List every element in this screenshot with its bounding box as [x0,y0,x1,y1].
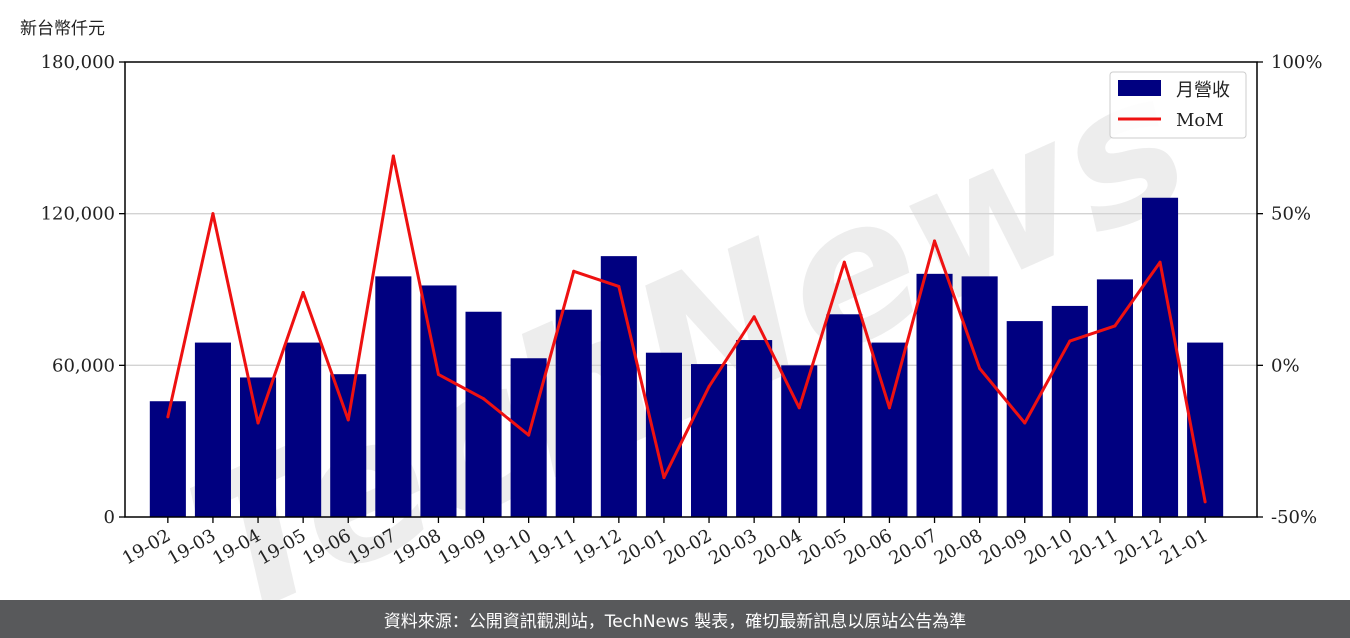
x-tick-label: 20-09 [976,525,1031,569]
bar-19-11 [555,309,592,517]
bar-20-03 [736,340,773,517]
y-right-tick-label: 100% [1271,52,1322,73]
x-tick-label: 20-03 [705,525,760,569]
x-tick-label: 19-02 [119,525,174,569]
bar-20-12 [1141,197,1179,517]
bar-19-08 [420,285,457,517]
mom-point-20-08 [978,366,982,370]
x-tick-label: 20-05 [795,525,850,569]
y-right-tick-label: 0% [1271,355,1300,376]
x-tick-label: 21-01 [1156,525,1211,569]
mom-point-20-02 [707,385,711,389]
legend-bar-swatch [1118,80,1161,96]
mom-point-19-06 [346,418,350,422]
bar-20-05 [826,314,863,517]
mom-point-20-01 [662,476,666,480]
legend: 月營收 MoM [1109,71,1247,139]
mom-point-20-03 [752,315,756,319]
bar-19-05 [285,342,322,517]
source-footer: 資料來源：公開資訊觀測站，TechNews 製表，確切最新訊息以原站公告為準 [0,600,1350,638]
bar-21-01 [1187,342,1224,517]
bar-series [149,197,1224,517]
x-tick-label: 20-07 [886,525,941,569]
bar-20-01 [645,352,682,517]
mom-line [166,154,1207,503]
mom-point-20-09 [1023,421,1027,425]
x-tick-label: 20-01 [615,525,670,569]
x-tick-label: 20-04 [750,525,805,569]
bar-19-12 [600,256,637,517]
bar-20-04 [781,365,818,517]
x-tick-label: 20-11 [1066,525,1121,569]
mom-point-21-01 [1203,500,1207,504]
x-tick-label: 20-12 [1111,525,1166,569]
bar-19-03 [194,342,231,517]
mom-point-19-11 [572,269,576,273]
mom-point-20-11 [1113,324,1117,328]
mom-point-19-05 [301,291,305,295]
x-tick-label: 20-10 [1021,525,1076,569]
y-right-tick-label: 50% [1271,204,1311,225]
mom-point-19-12 [617,284,621,288]
bar-19-02 [149,401,186,517]
mom-point-19-03 [211,212,215,216]
mom-point-20-07 [933,239,937,243]
mom-point-19-09 [482,397,486,401]
x-tick-label: 20-02 [660,525,715,569]
y-left-tick-label: 0 [104,507,115,528]
x-tick-label: 20-06 [840,525,895,569]
x-tick-label: 19-12 [570,525,625,569]
revenue-chart: TechNews 新台幣仟元 060,000120,000180,000-50%… [20,19,1322,600]
mom-line-series [166,154,1207,504]
y-left-tick-label: 120,000 [41,204,115,225]
bar-20-08 [961,276,998,517]
bar-19-09 [465,311,502,517]
mom-point-20-06 [887,406,891,410]
bar-19-06 [330,374,367,517]
bar-19-07 [375,276,412,517]
mom-point-19-07 [391,154,395,158]
x-tick-label: 20-08 [931,525,986,569]
y-left-tick-label: 180,000 [41,52,115,73]
bar-20-11 [1096,279,1133,517]
bar-19-10 [510,358,547,517]
mom-point-20-04 [797,406,801,410]
mom-point-20-05 [842,260,846,264]
mom-point-19-02 [166,415,170,419]
mom-point-20-10 [1068,339,1072,343]
mom-point-19-04 [256,421,260,425]
bar-20-07 [916,273,953,517]
y-left-unit-label: 新台幣仟元 [20,19,105,39]
y-right-tick-label: -50% [1271,507,1317,528]
legend-label-mom: MoM [1176,110,1224,131]
bar-19-04 [240,377,277,517]
plot-frame [124,61,1258,518]
legend-label-revenue: 月營收 [1176,80,1230,101]
bar-20-09 [1006,321,1043,517]
y-left-tick-label: 60,000 [52,355,115,376]
mom-point-19-10 [527,433,531,437]
mom-point-19-08 [436,372,440,376]
mom-point-20-12 [1158,260,1162,264]
